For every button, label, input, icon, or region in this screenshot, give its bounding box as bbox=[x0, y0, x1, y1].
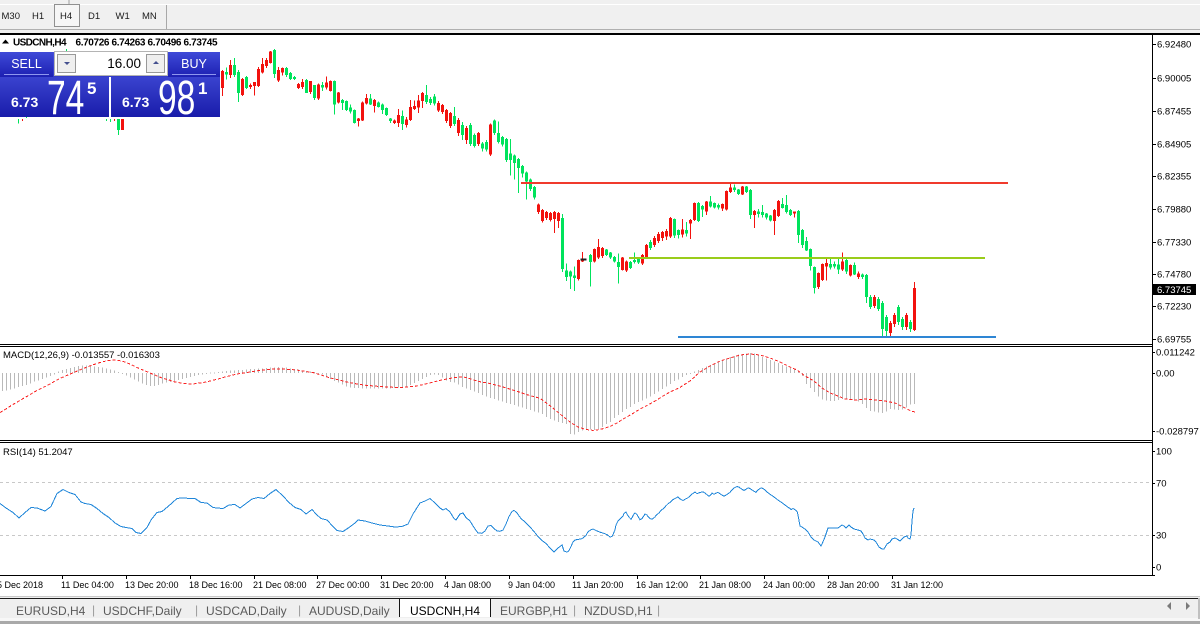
svg-text:27 Dec 00:00: 27 Dec 00:00 bbox=[316, 580, 370, 590]
svg-text:6.74780: 6.74780 bbox=[1157, 270, 1191, 281]
svg-text:24 Jan 00:00: 24 Jan 00:00 bbox=[763, 580, 815, 590]
svg-text:6.84905: 6.84905 bbox=[1157, 140, 1191, 151]
svg-text:0: 0 bbox=[1156, 563, 1161, 574]
svg-text:31 Dec 20:00: 31 Dec 20:00 bbox=[380, 580, 434, 590]
svg-text:11 Jan 20:00: 11 Jan 20:00 bbox=[572, 580, 623, 590]
svg-text:11 Dec 04:00: 11 Dec 04:00 bbox=[61, 580, 114, 590]
svg-text:6.82355: 6.82355 bbox=[1157, 172, 1191, 183]
svg-text:6.69755: 6.69755 bbox=[1157, 335, 1191, 346]
svg-text:6.90005: 6.90005 bbox=[1157, 74, 1191, 85]
svg-text:MACD(12,26,9) -0.013557 -0.016: MACD(12,26,9) -0.013557 -0.016303 bbox=[3, 350, 160, 361]
svg-text:4 Jan 08:00: 4 Jan 08:00 bbox=[444, 580, 491, 590]
svg-text:31 Jan 12:00: 31 Jan 12:00 bbox=[891, 580, 943, 590]
svg-text:5 Dec 2018: 5 Dec 2018 bbox=[0, 580, 43, 590]
svg-text:6.92480: 6.92480 bbox=[1157, 40, 1191, 51]
svg-text:USDCNH,H4: USDCNH,H4 bbox=[13, 38, 67, 49]
svg-text:9 Jan 04:00: 9 Jan 04:00 bbox=[508, 580, 555, 590]
svg-text:RSI(14) 51.2047: RSI(14) 51.2047 bbox=[3, 447, 73, 458]
svg-text:6.73745: 6.73745 bbox=[1157, 285, 1191, 296]
svg-text:16 Jan 12:00: 16 Jan 12:00 bbox=[636, 580, 688, 590]
svg-text:18 Dec 16:00: 18 Dec 16:00 bbox=[189, 580, 243, 590]
svg-text:-0.028797: -0.028797 bbox=[1156, 427, 1199, 438]
svg-text:6.70726 6.74263 6.70496 6.7374: 6.70726 6.74263 6.70496 6.73745 bbox=[76, 38, 218, 49]
svg-text:21 Jan 08:00: 21 Jan 08:00 bbox=[699, 580, 751, 590]
svg-text:0.011242: 0.011242 bbox=[1156, 348, 1195, 359]
svg-text:0.00: 0.00 bbox=[1156, 369, 1175, 380]
svg-text:30: 30 bbox=[1156, 531, 1167, 542]
svg-text:100: 100 bbox=[1156, 447, 1172, 458]
svg-text:6.87455: 6.87455 bbox=[1157, 107, 1191, 118]
svg-text:70: 70 bbox=[1156, 479, 1167, 490]
svg-text:6.77330: 6.77330 bbox=[1157, 238, 1191, 249]
svg-text:13 Dec 20:00: 13 Dec 20:00 bbox=[125, 580, 179, 590]
svg-text:28 Jan 20:00: 28 Jan 20:00 bbox=[827, 580, 879, 590]
svg-text:6.79880: 6.79880 bbox=[1157, 205, 1191, 216]
svg-text:6.72230: 6.72230 bbox=[1157, 302, 1191, 313]
svg-text:21 Dec 08:00: 21 Dec 08:00 bbox=[253, 580, 307, 590]
